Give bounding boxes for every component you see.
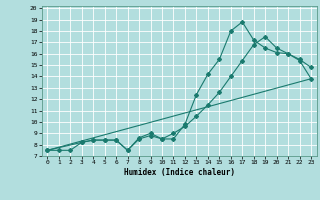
X-axis label: Humidex (Indice chaleur): Humidex (Indice chaleur): [124, 168, 235, 177]
